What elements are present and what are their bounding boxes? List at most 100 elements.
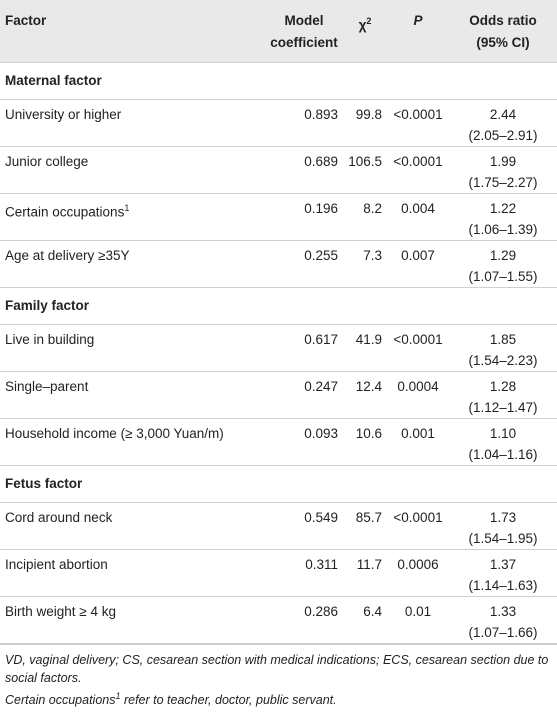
p-value: <0.0001: [387, 146, 449, 194]
section-title: Family factor: [0, 287, 557, 325]
odds-cell: 1.73 (1.54–1.95): [449, 502, 557, 550]
header-cell: P: [387, 0, 449, 63]
factor: Certain occupations: [5, 204, 125, 219]
confidence-interval: (1.54–2.23): [468, 352, 538, 368]
odds-cell: 2.44 (2.05–2.91): [449, 99, 557, 147]
data-row: University or higher 0.893 99.8 <0.0001 2.44…: [0, 99, 557, 147]
factor-cell: Incipient abortion: [0, 549, 265, 597]
header-text: χ: [358, 17, 367, 33]
confidence-interval: (1.07–1.55): [468, 268, 538, 284]
data-row: Birth weight ≥ 4 kg 0.286 6.4 0.01 1.33 (1.07…: [0, 596, 557, 644]
confidence-interval: (1.14–1.63): [468, 577, 538, 593]
superscript: 2: [366, 16, 372, 26]
factor: Cord around neck: [5, 509, 113, 525]
superscript: 1: [115, 690, 121, 701]
odds-ratio: 1.33: [489, 603, 517, 619]
chi-square: 99.8: [343, 99, 387, 147]
odds-cell: 1.29 (1.07–1.55): [449, 240, 557, 288]
odds-cell: 1.10 (1.04–1.16): [449, 418, 557, 466]
confidence-interval: (1.75–2.27): [468, 174, 538, 190]
chi-square: 11.7: [343, 549, 387, 597]
confidence-interval: (1.04–1.16): [468, 446, 538, 462]
coefficient: 0.689: [265, 146, 343, 194]
coefficient: 0.247: [265, 371, 343, 419]
header-cell: χ2: [343, 0, 387, 63]
p-value: 0.01: [387, 596, 449, 644]
coefficient: 0.617: [265, 324, 343, 372]
confidence-interval: (2.05–2.91): [468, 127, 538, 143]
coefficient: 0.311: [265, 549, 343, 597]
confidence-interval: (1.54–1.95): [468, 530, 538, 546]
coefficient: 0.549: [265, 502, 343, 550]
chi-square: 106.5: [343, 146, 387, 194]
factor-cell: Household income (≥ 3,000 Yuan/m): [0, 418, 265, 466]
p-value: <0.0001: [387, 502, 449, 550]
odds-ratio: 1.28: [489, 378, 517, 394]
factor: Household income (≥ 3,000 Yuan/m): [5, 425, 224, 441]
footnote-text: Certain occupations: [5, 692, 116, 707]
confidence-interval: (1.12–1.47): [468, 399, 538, 415]
header-cell: Odds ratio (95% CI): [449, 0, 557, 63]
table-header: Factor Model coefficient χ2 P Odds ratio…: [0, 0, 557, 63]
section-row: Fetus factor: [0, 465, 557, 503]
odds-ratio: 1.22: [489, 200, 517, 216]
chi-square: 10.6: [343, 418, 387, 466]
chi-square: 6.4: [343, 596, 387, 644]
odds-ratio: 2.44: [489, 106, 517, 122]
factor: Age at delivery ≥35Y: [5, 247, 130, 263]
chi-square: 8.2: [343, 193, 387, 241]
factor: Single–parent: [5, 378, 89, 394]
p-value: 0.0004: [387, 371, 449, 419]
footnotes: VD, vaginal delivery; CS, cesarean secti…: [0, 643, 557, 715]
odds-cell: 1.33 (1.07–1.66): [449, 596, 557, 644]
footnote-text: VD, vaginal delivery; CS, cesarean secti…: [5, 652, 549, 685]
factor: University or higher: [5, 106, 122, 122]
factor: Birth weight ≥ 4 kg: [5, 603, 116, 619]
odds-cell: 1.22 (1.06–1.39): [449, 193, 557, 241]
chi-square: 41.9: [343, 324, 387, 372]
factor-cell: Cord around neck: [0, 502, 265, 550]
header-cell: Factor: [0, 0, 265, 63]
odds-cell: 1.37 (1.14–1.63): [449, 549, 557, 597]
factor-cell: Certain occupations1: [0, 193, 265, 241]
p-value: 0.001: [387, 418, 449, 466]
p-value: 0.0006: [387, 549, 449, 597]
odds-ratio: 1.99: [489, 153, 517, 169]
section-row: Maternal factor: [0, 62, 557, 100]
odds-ratio: 1.37: [489, 556, 517, 572]
coefficient: 0.196: [265, 193, 343, 241]
section-row: Family factor: [0, 287, 557, 325]
factor-cell: Junior college: [0, 146, 265, 194]
factor-cell: University or higher: [0, 99, 265, 147]
chi-square: 12.4: [343, 371, 387, 419]
superscript: 1: [124, 202, 130, 213]
table-body: Maternal factor University or higher 0.893…: [0, 62, 557, 644]
coefficient: 0.093: [265, 418, 343, 466]
footnote: VD, vaginal delivery; CS, cesarean secti…: [5, 651, 552, 687]
coefficient: 0.286: [265, 596, 343, 644]
table: Factor Model coefficient χ2 P Odds ratio…: [0, 0, 557, 644]
section-title: Maternal factor: [0, 62, 557, 100]
data-row: Single–parent 0.247 12.4 0.0004 1.28 (1.12–1.…: [0, 371, 557, 419]
odds-ratio: 1.73: [489, 509, 517, 525]
factor-cell: Birth weight ≥ 4 kg: [0, 596, 265, 644]
data-row: Certain occupations1 0.196 8.2 0.004 1.22 (1.…: [0, 193, 557, 241]
footnote-text: refer to teacher, doctor, public servant…: [120, 692, 337, 707]
factor: Junior college: [5, 153, 89, 169]
factor: Incipient abortion: [5, 556, 108, 572]
factor-cell: Age at delivery ≥35Y: [0, 240, 265, 288]
odds-cell: 1.85 (1.54–2.23): [449, 324, 557, 372]
p-value: 0.007: [387, 240, 449, 288]
data-row: Cord around neck 0.549 85.7 <0.0001 1.73 (1.5…: [0, 502, 557, 550]
factor-cell: Single–parent: [0, 371, 265, 419]
data-row: Household income (≥ 3,000 Yuan/m) 0.093 10…: [0, 418, 557, 466]
coefficient: 0.893: [265, 99, 343, 147]
p-value: <0.0001: [387, 324, 449, 372]
factor: Live in building: [5, 331, 95, 347]
p-value: <0.0001: [387, 99, 449, 147]
confidence-interval: (1.06–1.39): [468, 221, 538, 237]
chi-square: 7.3: [343, 240, 387, 288]
data-row: Incipient abortion 0.311 11.7 0.0006 1.37 (1.…: [0, 549, 557, 597]
odds-ratio: 1.29: [489, 247, 517, 263]
